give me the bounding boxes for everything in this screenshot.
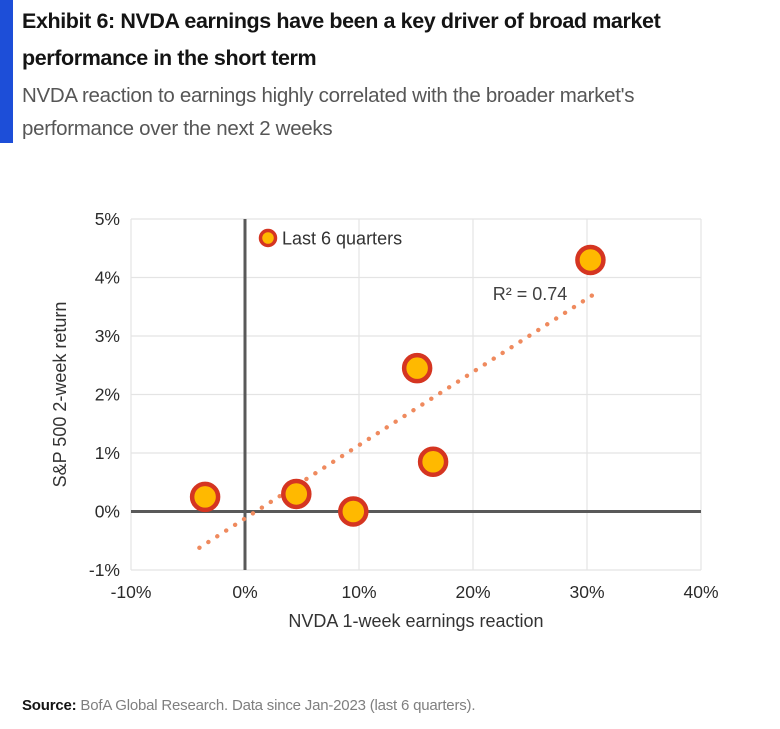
exhibit-subtitle: NVDA reaction to earnings highly correla…: [22, 79, 778, 145]
y-tick-label: 3%: [95, 326, 120, 346]
data-point: [281, 478, 312, 510]
legend-marker-icon: [258, 228, 278, 248]
data-point: [575, 244, 606, 276]
x-tick-label: -10%: [111, 582, 152, 602]
exhibit-header: Exhibit 6: NVDA earnings have been a key…: [22, 3, 778, 145]
scatter-chart: 5% 4% 3% 2% 1% 0% -1%-10% 0% 10% 20% 30% 40% NVDA 1-…: [50, 209, 719, 631]
exhibit-accent-bar: [0, 0, 13, 143]
data-point: [401, 352, 433, 384]
exhibit-subtitle-line2: performance over the next 2 weeks: [22, 117, 333, 140]
y-tick-label: 1%: [95, 443, 120, 463]
exhibit-title-line2: performance in the short term: [22, 46, 317, 70]
x-tick-label: 30%: [569, 582, 604, 602]
y-tick-label: 2%: [95, 385, 120, 405]
exhibit-title-line1: Exhibit 6: NVDA earnings have been a key…: [22, 9, 661, 33]
exhibit-title: Exhibit 6: NVDA earnings have been a key…: [22, 3, 778, 77]
exhibit-subtitle-line1: NVDA reaction to earnings highly correla…: [22, 84, 635, 107]
source-note: Source: BofA Global Research. Data since…: [22, 697, 475, 714]
x-axis-title: NVDA 1-week earnings reaction: [288, 611, 543, 631]
source-text: BofA Global Research. Data since Jan-202…: [76, 697, 476, 714]
x-tick-label: 10%: [341, 582, 376, 602]
trendline: [197, 292, 595, 550]
y-axis-title: S&P 500 2-week return: [50, 302, 70, 488]
r-squared-label: R² = 0.74: [493, 284, 568, 304]
y-tick-label: 4%: [95, 268, 120, 288]
legend-label: Last 6 quarters: [282, 229, 402, 249]
x-tick-label: 40%: [683, 582, 718, 602]
data-point: [417, 446, 449, 478]
y-tick-label: -1%: [89, 560, 120, 580]
x-tick-label: 20%: [455, 582, 490, 602]
source-label: Source:: [22, 697, 77, 714]
y-tick-label: 5%: [95, 209, 120, 229]
y-tick-label: 0%: [95, 502, 120, 522]
data-point: [189, 481, 221, 513]
data-point: [338, 496, 369, 527]
x-tick-label: 0%: [232, 582, 257, 602]
